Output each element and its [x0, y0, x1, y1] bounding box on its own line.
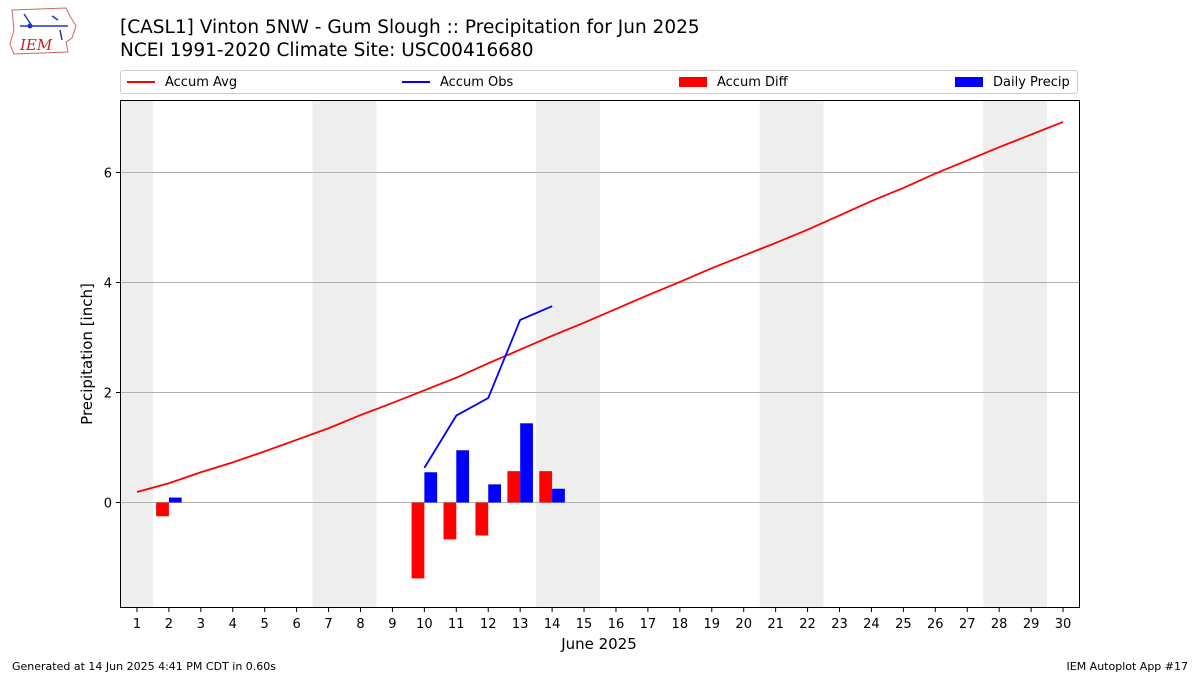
x-tick-label: 28 [991, 617, 1008, 632]
bar-daily-precip-day-2 [168, 497, 182, 503]
y-tick-label: 2 [104, 387, 112, 402]
x-axis-ticks: 1 2 3 4 5 6 7 8 9 10 11 12 13 14 15 16 17 18 19 20 21 22 23 24 2… [133, 607, 1071, 632]
x-tick-label: 23 [831, 617, 848, 632]
legend-item-accum-obs: Accum Obs [402, 74, 513, 90]
logo-text: IEM [19, 36, 53, 54]
y-tick-label: 6 [104, 167, 112, 182]
legend-label-accum-obs: Accum Obs [440, 74, 514, 90]
weekend-band-4 [983, 101, 1048, 607]
x-tick-label: 2 [165, 617, 173, 632]
bar-accum-diff-day-10 [411, 502, 425, 579]
series-lines [136, 121, 1064, 493]
x-tick-label: 9 [388, 617, 396, 632]
legend-label-accum-avg: Accum Avg [165, 74, 238, 90]
bar-daily-precip-day-14 [552, 488, 565, 503]
y-tick-label: 4 [104, 277, 112, 292]
bar-accum-diff-day-12 [475, 502, 489, 536]
x-tick-label: 14 [544, 617, 561, 632]
x-tick-label: 17 [640, 617, 657, 632]
x-tick-label: 15 [576, 617, 593, 632]
x-tick-label: 19 [703, 617, 720, 632]
bar-accum-diff-day-14 [539, 471, 553, 503]
x-tick-label: 18 [672, 617, 689, 632]
y-axis-label: Precipitation [inch] [78, 283, 96, 425]
app-label: IEM Autoplot App #17 [1066, 660, 1189, 673]
weekend-band-0 [121, 101, 153, 607]
weekend-band-3 [759, 101, 824, 607]
x-tick-label: 27 [959, 617, 976, 632]
x-axis-label: June 2025 [560, 635, 637, 653]
x-tick-label: 25 [895, 617, 912, 632]
x-tick-label: 26 [927, 617, 944, 632]
line-accum-obs [423, 305, 553, 469]
x-tick-label: 16 [608, 617, 625, 632]
legend-label-daily-precip: Daily Precip [993, 74, 1070, 90]
x-tick-label: 7 [324, 617, 332, 632]
bar-daily-precip-day-11 [456, 450, 470, 503]
bar-accum-diff-day-11 [443, 502, 457, 540]
legend-item-accum-avg: Accum Avg [127, 74, 237, 90]
legend-label-accum-diff: Accum Diff [717, 74, 788, 90]
x-tick-label: 3 [197, 617, 205, 632]
weekend-band-2 [536, 101, 600, 607]
weekend-band-1 [312, 101, 377, 607]
chart-title: [CASL1] Vinton 5NW - Gum Slough :: Preci… [120, 17, 700, 38]
iem-logo: IEM [8, 6, 80, 58]
y-axis-ticks: 0 2 4 6 [104, 167, 121, 512]
line-accum-avg [136, 121, 1064, 493]
bars [156, 423, 565, 579]
x-tick-label: 4 [229, 617, 237, 632]
legend-swatch-obs [402, 81, 430, 83]
x-tick-label: 12 [480, 617, 497, 632]
y-tick-label: 0 [104, 497, 112, 512]
plot-frame [120, 100, 1080, 608]
x-tick-label: 5 [261, 617, 269, 632]
chart-subtitle: NCEI 1991-2020 Climate Site: USC00416680 [120, 40, 534, 61]
x-tick-label: 22 [799, 617, 816, 632]
weekend-shading [121, 101, 1048, 607]
y-gridlines [121, 172, 1079, 503]
legend-swatch-diff [679, 77, 707, 87]
x-tick-label: 13 [512, 617, 529, 632]
legend: Accum Avg Accum Obs Accum Diff Daily Pre… [120, 70, 1078, 94]
bar-accum-diff-day-13 [507, 471, 521, 503]
bar-accum-diff-day-2 [156, 502, 169, 517]
x-tick-label: 8 [356, 617, 364, 632]
legend-swatch-avg [127, 81, 155, 83]
x-tick-label: 24 [863, 617, 880, 632]
x-tick-label: 1 [133, 617, 141, 632]
x-tick-label: 6 [292, 617, 300, 632]
x-tick-label: 20 [735, 617, 752, 632]
legend-item-accum-diff: Accum Diff [679, 74, 788, 90]
x-tick-label: 30 [1055, 617, 1072, 632]
x-tick-label: 11 [448, 617, 465, 632]
bar-daily-precip-day-13 [520, 423, 533, 503]
iowa-map-icon: IEM [9, 7, 77, 55]
x-tick-label: 29 [1023, 617, 1040, 632]
legend-item-daily-precip: Daily Precip [955, 74, 1070, 90]
x-tick-label: 21 [767, 617, 784, 632]
generated-note: Generated at 14 Jun 2025 4:41 PM CDT in … [12, 660, 277, 673]
bar-daily-precip-day-12 [488, 484, 502, 503]
legend-swatch-daily [955, 77, 983, 87]
bar-daily-precip-day-10 [424, 472, 438, 503]
x-tick-label: 10 [416, 617, 433, 632]
